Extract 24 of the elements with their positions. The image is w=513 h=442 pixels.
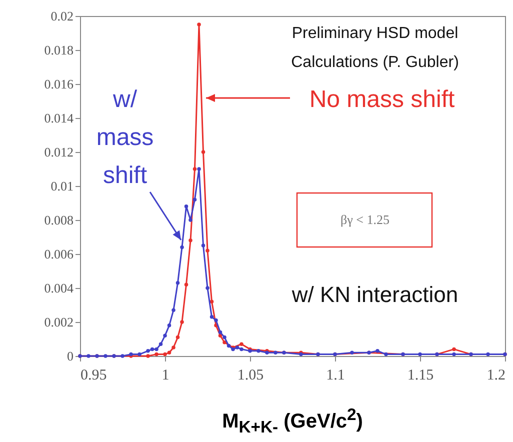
x-tick-label: 1.1: [326, 368, 345, 384]
annotation: Calculations (P. Gubler): [291, 54, 459, 71]
annotation: βγ < 1.25: [340, 212, 390, 227]
x-axis-title: M$_{K+K-}$ (GeV/c$^{2}$): [221, 405, 364, 438]
y-tick-label: 0.008: [44, 212, 74, 228]
legend-label: No mass shift: [309, 86, 456, 113]
x-tick-label: 1.2: [486, 368, 506, 384]
y-tick-label: 0: [67, 348, 74, 364]
y-tick-label: 0.002: [44, 314, 74, 330]
y-tick-label: 0.018: [44, 42, 74, 58]
y-tick-label: 0.006: [44, 246, 74, 262]
x-tick-label: 1.15: [407, 368, 434, 384]
y-tick-label: 0.02: [50, 8, 74, 24]
y-tick-label: 0.004: [44, 280, 74, 296]
annotation: Preliminary HSD model: [292, 25, 458, 42]
x-tick-label: 0.95: [80, 368, 107, 384]
annotation: w/ KN interaction: [290, 282, 458, 307]
series-label: w/ mass shift: [96, 86, 154, 189]
y-tick-label: 0.012: [44, 144, 74, 160]
x-tick-label: 1.05: [237, 368, 264, 384]
x-tick-label: 1: [162, 368, 170, 384]
y-tick-label: 0.016: [44, 76, 74, 92]
y-tick-label: 0.014: [44, 110, 74, 126]
y-tick-label: 0.01: [50, 178, 74, 194]
